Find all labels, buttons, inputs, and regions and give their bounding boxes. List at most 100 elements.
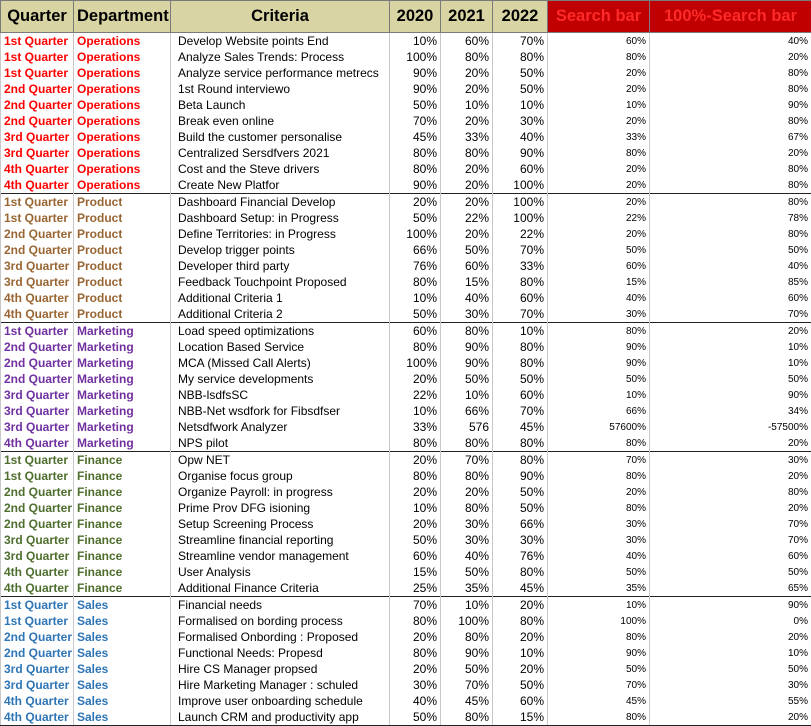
- inverse-search-bar-cell[interactable]: 20%: [650, 49, 811, 65]
- criteria-cell[interactable]: Streamline financial reporting: [171, 532, 390, 548]
- quarter-cell[interactable]: 2nd Quarter: [1, 355, 74, 371]
- search-bar-cell[interactable]: 30%: [548, 306, 650, 323]
- value-2020-cell[interactable]: 10%: [390, 290, 441, 306]
- value-2021-cell[interactable]: 22%: [441, 210, 493, 226]
- value-2022-cell[interactable]: 70%: [493, 403, 548, 419]
- value-2021-cell[interactable]: 20%: [441, 177, 493, 194]
- search-bar-cell[interactable]: 22%: [548, 210, 650, 226]
- department-cell[interactable]: Finance: [74, 500, 171, 516]
- value-2020-cell[interactable]: 80%: [390, 274, 441, 290]
- search-bar-cell[interactable]: 80%: [548, 323, 650, 340]
- search-bar-cell[interactable]: 45%: [548, 693, 650, 709]
- value-2022-cell[interactable]: 70%: [493, 242, 548, 258]
- criteria-cell[interactable]: Break even online: [171, 113, 390, 129]
- inverse-search-bar-cell[interactable]: 80%: [650, 65, 811, 81]
- value-2020-cell[interactable]: 50%: [390, 97, 441, 113]
- department-cell[interactable]: Product: [74, 226, 171, 242]
- value-2020-cell[interactable]: 70%: [390, 597, 441, 614]
- inverse-search-bar-cell[interactable]: 34%: [650, 403, 811, 419]
- department-cell[interactable]: Sales: [74, 677, 171, 693]
- inverse-search-bar-cell[interactable]: 30%: [650, 677, 811, 693]
- quarter-cell[interactable]: 2nd Quarter: [1, 516, 74, 532]
- search-bar-cell[interactable]: 90%: [548, 339, 650, 355]
- inverse-search-bar-cell[interactable]: 20%: [650, 323, 811, 340]
- search-bar-cell[interactable]: 60%: [548, 33, 650, 50]
- value-2020-cell[interactable]: 33%: [390, 419, 441, 435]
- value-2021-cell[interactable]: 35%: [441, 580, 493, 597]
- inverse-search-bar-cell[interactable]: 60%: [650, 290, 811, 306]
- value-2020-cell[interactable]: 100%: [390, 49, 441, 65]
- inverse-search-bar-cell[interactable]: 50%: [650, 661, 811, 677]
- quarter-cell[interactable]: 2nd Quarter: [1, 629, 74, 645]
- search-bar-cell[interactable]: 50%: [548, 242, 650, 258]
- search-bar-cell[interactable]: 80%: [548, 468, 650, 484]
- search-bar-cell[interactable]: 57600%: [548, 419, 650, 435]
- quarter-cell[interactable]: 4th Quarter: [1, 161, 74, 177]
- department-cell[interactable]: Marketing: [74, 355, 171, 371]
- department-cell[interactable]: Sales: [74, 629, 171, 645]
- value-2022-cell[interactable]: 15%: [493, 709, 548, 726]
- value-2020-cell[interactable]: 40%: [390, 693, 441, 709]
- department-cell[interactable]: Operations: [74, 65, 171, 81]
- search-bar-cell[interactable]: 30%: [548, 532, 650, 548]
- inverse-search-bar-cell[interactable]: 70%: [650, 532, 811, 548]
- criteria-cell[interactable]: Organize Payroll: in progress: [171, 484, 390, 500]
- inverse-search-bar-cell[interactable]: 90%: [650, 597, 811, 614]
- search-bar-cell[interactable]: 70%: [548, 677, 650, 693]
- quarter-cell[interactable]: 2nd Quarter: [1, 242, 74, 258]
- value-2020-cell[interactable]: 20%: [390, 629, 441, 645]
- value-2022-cell[interactable]: 50%: [493, 677, 548, 693]
- quarter-cell[interactable]: 2nd Quarter: [1, 500, 74, 516]
- department-cell[interactable]: Marketing: [74, 435, 171, 452]
- inverse-search-bar-cell[interactable]: 40%: [650, 33, 811, 50]
- value-2021-cell[interactable]: 80%: [441, 500, 493, 516]
- department-cell[interactable]: Sales: [74, 597, 171, 614]
- inverse-search-bar-cell[interactable]: 70%: [650, 516, 811, 532]
- quarter-cell[interactable]: 3rd Quarter: [1, 387, 74, 403]
- inverse-search-bar-cell[interactable]: -57500%: [650, 419, 811, 435]
- department-cell[interactable]: Operations: [74, 97, 171, 113]
- department-cell[interactable]: Marketing: [74, 403, 171, 419]
- quarter-cell[interactable]: 1st Quarter: [1, 468, 74, 484]
- value-2022-cell[interactable]: 50%: [493, 500, 548, 516]
- value-2022-cell[interactable]: 45%: [493, 580, 548, 597]
- search-bar-cell[interactable]: 50%: [548, 564, 650, 580]
- search-bar-cell[interactable]: 90%: [548, 645, 650, 661]
- search-bar-cell[interactable]: 70%: [548, 452, 650, 469]
- value-2020-cell[interactable]: 30%: [390, 677, 441, 693]
- search-bar-cell[interactable]: 66%: [548, 403, 650, 419]
- department-cell[interactable]: Sales: [74, 645, 171, 661]
- department-cell[interactable]: Operations: [74, 49, 171, 65]
- value-2022-cell[interactable]: 20%: [493, 661, 548, 677]
- quarter-cell[interactable]: 2nd Quarter: [1, 113, 74, 129]
- value-2022-cell[interactable]: 10%: [493, 645, 548, 661]
- criteria-cell[interactable]: Setup Screening Process: [171, 516, 390, 532]
- inverse-search-bar-cell[interactable]: 0%: [650, 613, 811, 629]
- criteria-cell[interactable]: Streamline vendor management: [171, 548, 390, 564]
- inverse-search-bar-cell[interactable]: 55%: [650, 693, 811, 709]
- value-2021-cell[interactable]: 576: [441, 419, 493, 435]
- value-2022-cell[interactable]: 90%: [493, 468, 548, 484]
- criteria-cell[interactable]: Feedback Touchpoint Proposed: [171, 274, 390, 290]
- criteria-cell[interactable]: Prime Prov DFG isioning: [171, 500, 390, 516]
- value-2020-cell[interactable]: 100%: [390, 355, 441, 371]
- inverse-search-bar-cell[interactable]: 90%: [650, 97, 811, 113]
- criteria-cell[interactable]: Analyze Sales Trends: Process: [171, 49, 390, 65]
- department-cell[interactable]: Operations: [74, 81, 171, 97]
- search-bar-cell[interactable]: 35%: [548, 580, 650, 597]
- quarter-cell[interactable]: 1st Quarter: [1, 49, 74, 65]
- criteria-cell[interactable]: Developer third party: [171, 258, 390, 274]
- value-2022-cell[interactable]: 80%: [493, 435, 548, 452]
- department-cell[interactable]: Finance: [74, 468, 171, 484]
- inverse-search-bar-cell[interactable]: 80%: [650, 177, 811, 194]
- inverse-search-bar-cell[interactable]: 78%: [650, 210, 811, 226]
- search-bar-cell[interactable]: 10%: [548, 97, 650, 113]
- quarter-cell[interactable]: 1st Quarter: [1, 597, 74, 614]
- department-cell[interactable]: Marketing: [74, 387, 171, 403]
- inverse-search-bar-cell[interactable]: 20%: [650, 145, 811, 161]
- quarter-cell[interactable]: 4th Quarter: [1, 177, 74, 194]
- value-2021-cell[interactable]: 20%: [441, 81, 493, 97]
- search-bar-cell[interactable]: 10%: [548, 597, 650, 614]
- search-bar-cell[interactable]: 20%: [548, 81, 650, 97]
- quarter-cell[interactable]: 1st Quarter: [1, 33, 74, 50]
